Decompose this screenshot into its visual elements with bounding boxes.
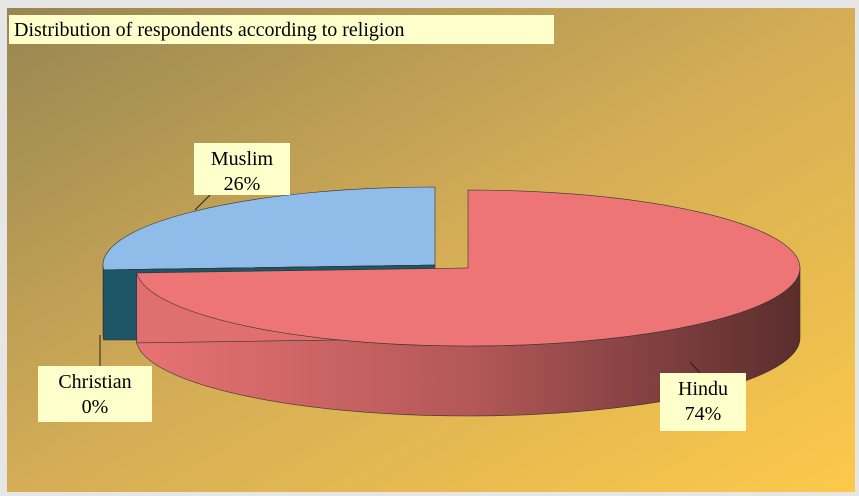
- slice: [136, 189, 801, 347]
- leader-line: [194, 194, 211, 211]
- category-label: Hindu: [678, 378, 728, 400]
- slice: [102, 186, 436, 271]
- leader-line: [689, 361, 701, 374]
- value-label: 74%: [685, 403, 722, 425]
- label-box: [194, 143, 290, 195]
- category-label: Muslim: [211, 148, 274, 170]
- value-label: 26%: [224, 173, 261, 195]
- label-box: [660, 373, 746, 431]
- label-box: [38, 366, 152, 422]
- labels: Hindu 74% Christian 0% Muslim 26%: [38, 143, 746, 431]
- value-label: 0%: [82, 396, 109, 418]
- chart-title: Distribution of respondents according to…: [14, 19, 404, 41]
- category-label: Christian: [58, 371, 131, 393]
- pie: [102, 186, 801, 417]
- title-box: [9, 15, 554, 44]
